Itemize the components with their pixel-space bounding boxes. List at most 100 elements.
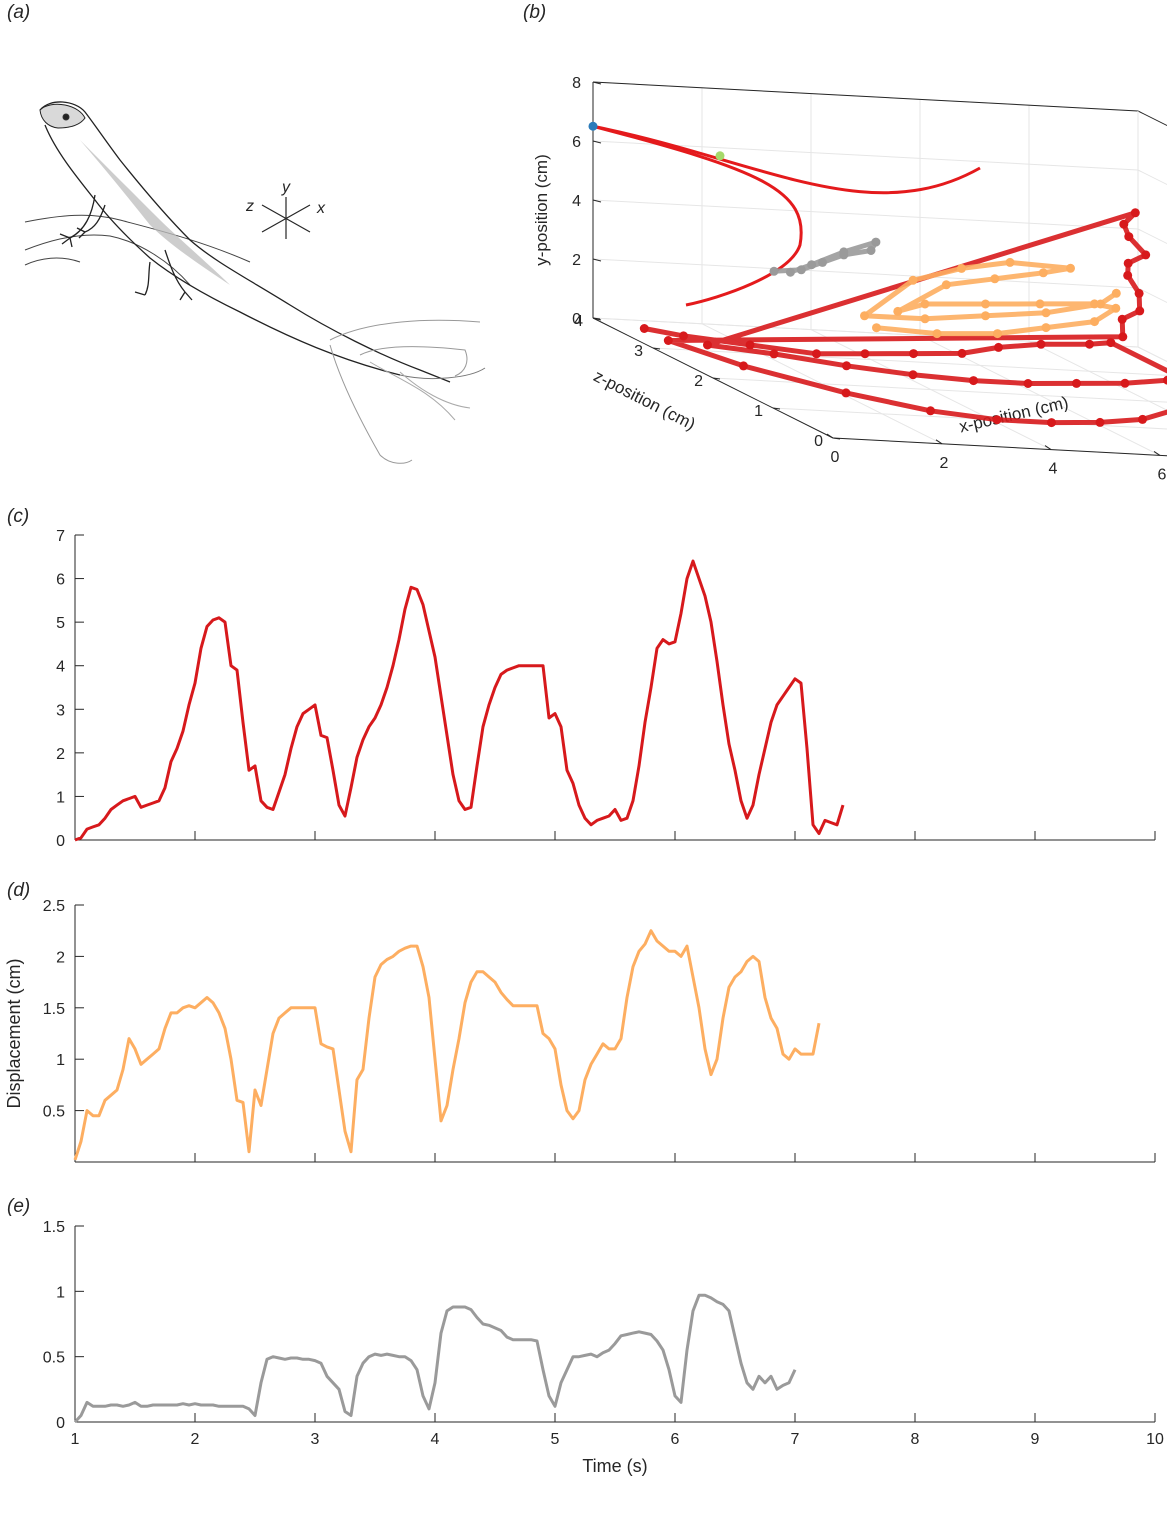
branch: [24, 214, 251, 263]
y-tick-label: 4: [56, 659, 65, 676]
lizard-tail-2: [329, 319, 481, 341]
red-trail: [643, 210, 1167, 426]
panel-label-c: (c): [7, 506, 30, 527]
y-tick-label: 4: [572, 193, 581, 210]
box-edge: [832, 437, 1167, 457]
x-tick-label: 10: [1146, 1431, 1164, 1448]
y-tick-label: 1: [56, 1052, 65, 1069]
y-tick-label: 2: [572, 252, 581, 269]
chart-b-3d: 02468024681001234y-position (cm)z-positi…: [532, 75, 1167, 483]
z-axis-label: z-position (cm): [591, 366, 699, 434]
z-tick-label: 1: [754, 403, 763, 420]
y-tick-label: 0: [56, 1415, 65, 1432]
x-tick-label: 3: [311, 1431, 320, 1448]
panel-label-a: (a): [7, 2, 31, 23]
x-tick-label: 4: [1049, 461, 1058, 478]
y-tick-label: 2: [56, 746, 65, 763]
x-tick-label: 1: [71, 1431, 80, 1448]
y-tick-label: 1.5: [43, 1001, 65, 1018]
y-axis-label: y-position (cm): [532, 154, 551, 265]
y-tick-label: 8: [572, 75, 581, 92]
z-tick: [592, 317, 601, 320]
grid-line: [592, 258, 1139, 289]
x-tick-label: 6: [671, 1431, 680, 1448]
y-tick-label: 6: [572, 134, 581, 151]
y-tick-label: 1.5: [43, 1219, 65, 1236]
axes-glyph: x y z: [245, 179, 326, 239]
x-tick-label: 9: [1031, 1431, 1040, 1448]
series-line: [73, 929, 821, 1161]
z-tick: [832, 437, 841, 440]
lizard-tail-5: [369, 361, 456, 421]
z-tick: [652, 347, 661, 350]
x-tick-label: 4: [431, 1431, 440, 1448]
panel-label-d: (d): [7, 880, 31, 901]
y-tick: [592, 81, 602, 85]
y-tick-label: 1: [56, 789, 65, 806]
lizard-tail-3: [359, 346, 468, 377]
x-tick: [1044, 445, 1052, 451]
lizard-hind-leg: [164, 249, 193, 301]
grid-line: [1137, 110, 1167, 127]
x-tick-label: 2: [191, 1431, 200, 1448]
panel-label-b: (b): [523, 2, 547, 23]
x-tick-label: 7: [791, 1431, 800, 1448]
lizard-front-leg-2: [76, 204, 106, 239]
lizard-hind-leg-2: [134, 261, 151, 296]
z-tick: [712, 377, 721, 380]
chart-d: 0.5 1 1.5 2 2.5 Displacement (cm): [4, 898, 1156, 1163]
lizard-tail-6: [399, 371, 471, 409]
y-tick-label: 0: [572, 311, 581, 328]
y-tick-label: 3: [56, 702, 65, 719]
y-tick-label: 7: [56, 528, 65, 545]
lizard-illustration: [24, 101, 486, 464]
glyph-z-axis: [261, 204, 311, 233]
grid-line: [1137, 228, 1167, 245]
branch-base: [24, 257, 81, 266]
y-tick-label: 5: [56, 615, 65, 632]
orange-trail: [862, 259, 1119, 337]
series-line: [74, 559, 845, 842]
z-tick-label: 0: [814, 433, 823, 450]
y-axis-label: Displacement (cm): [4, 958, 24, 1108]
lizard-eye: [62, 113, 70, 121]
x-tick: [935, 439, 943, 445]
lizard-head: [39, 103, 86, 129]
x-tick-label: 5: [551, 1431, 560, 1448]
glyph-label-y: y: [281, 179, 291, 196]
x-tick-label: 0: [831, 449, 840, 466]
y-tick: [592, 199, 602, 203]
grid-line: [652, 347, 1167, 376]
gray-trail: [773, 239, 879, 275]
x-axis-label: Time (s): [582, 1456, 647, 1476]
blue_dot-marker: [588, 121, 598, 131]
lizard-tail-4: [329, 344, 413, 464]
grid-line: [832, 437, 1167, 457]
trajectory-curve: [592, 124, 803, 307]
lizard-front-leg: [59, 194, 96, 248]
grid-line: [1137, 169, 1167, 186]
lizard-tail-1: [399, 367, 486, 379]
branch-lower: [24, 234, 191, 286]
grid-line: [592, 199, 1139, 230]
chart-e: 1 2 3 4 5 6 7 8 9 10 0 0.5 1 1.5 Time (s): [43, 1219, 1164, 1476]
x-tick-label: 2: [940, 455, 949, 472]
x-tick-label: 8: [911, 1431, 920, 1448]
x-tick: [826, 433, 834, 439]
glyph-label-z: z: [245, 198, 254, 215]
chart-c: 0 1 2 3 4 5 6 7: [56, 528, 1156, 850]
z-tick-label: 4: [574, 313, 583, 330]
trajectory-curve: [592, 124, 981, 195]
y-tick-label: 0: [56, 833, 65, 850]
lizard-belly: [44, 124, 401, 376]
grid-line: [592, 140, 1139, 171]
grid-line: [1137, 287, 1167, 304]
y-tick-label: 1: [56, 1284, 65, 1301]
series-line: [73, 1293, 797, 1424]
x-tick-label: 6: [1158, 466, 1167, 483]
y-tick: [592, 258, 602, 262]
panel-label-e: (e): [7, 1196, 31, 1217]
x-tick: [1153, 450, 1161, 456]
green_dot-marker: [715, 151, 725, 161]
